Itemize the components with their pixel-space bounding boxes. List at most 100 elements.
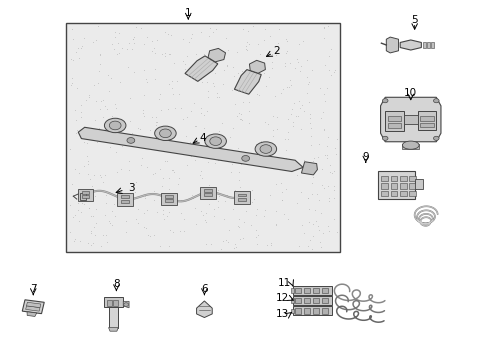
Point xyxy=(150,66,158,72)
Point xyxy=(267,65,275,71)
Point xyxy=(225,228,233,233)
Point xyxy=(160,216,168,222)
Point xyxy=(139,111,147,116)
Point xyxy=(305,111,313,117)
Bar xyxy=(238,194,245,197)
Ellipse shape xyxy=(127,138,135,143)
Bar xyxy=(295,298,301,303)
Bar xyxy=(390,183,397,189)
Polygon shape xyxy=(234,69,261,94)
Point xyxy=(165,227,173,233)
Point xyxy=(126,95,134,100)
Point xyxy=(151,170,159,176)
Point xyxy=(189,195,197,201)
Point xyxy=(88,184,96,189)
Polygon shape xyxy=(249,60,265,73)
Point xyxy=(307,191,315,197)
Point xyxy=(212,52,220,58)
Point xyxy=(84,171,92,177)
Point xyxy=(101,212,108,217)
Point xyxy=(168,167,176,173)
Point xyxy=(150,76,158,81)
Point xyxy=(207,241,215,247)
Point xyxy=(157,108,165,113)
Point xyxy=(208,80,216,86)
Point xyxy=(231,189,239,195)
Point xyxy=(296,105,304,111)
Point xyxy=(215,94,223,100)
Point xyxy=(235,236,243,242)
Point xyxy=(321,98,328,104)
Point xyxy=(140,41,147,47)
Point xyxy=(196,172,203,178)
Point xyxy=(256,152,264,157)
Point xyxy=(168,85,176,91)
Point xyxy=(308,233,316,239)
Point xyxy=(145,134,153,140)
Point xyxy=(251,74,259,80)
Point xyxy=(307,68,315,73)
Point xyxy=(266,240,274,246)
Bar xyxy=(103,297,123,307)
Polygon shape xyxy=(22,300,44,314)
Point xyxy=(126,190,134,196)
Point xyxy=(252,234,260,240)
Point xyxy=(238,117,245,122)
Point xyxy=(221,35,229,41)
Point xyxy=(214,128,222,134)
Point xyxy=(267,147,275,153)
Point xyxy=(238,68,245,74)
Bar xyxy=(293,306,331,315)
Bar xyxy=(321,298,327,303)
Point xyxy=(201,217,209,223)
Point xyxy=(146,234,154,239)
Point xyxy=(236,116,244,122)
Bar xyxy=(408,191,415,196)
Point xyxy=(297,189,305,195)
Ellipse shape xyxy=(402,141,418,149)
Text: 12: 12 xyxy=(275,293,288,303)
Point xyxy=(251,141,259,147)
Bar xyxy=(399,191,406,196)
Point xyxy=(329,195,337,201)
Point xyxy=(110,201,118,207)
Point xyxy=(161,50,168,55)
Point xyxy=(170,60,178,66)
Point xyxy=(276,180,284,186)
Point xyxy=(242,43,249,49)
Point xyxy=(143,164,151,170)
Point xyxy=(169,91,177,97)
Point xyxy=(115,30,122,36)
Text: 8: 8 xyxy=(113,279,120,289)
Point xyxy=(140,113,148,119)
Point xyxy=(253,62,261,67)
Point xyxy=(190,157,198,163)
Point xyxy=(85,94,93,100)
Point xyxy=(95,125,102,131)
Point xyxy=(87,126,95,132)
Point xyxy=(213,90,221,96)
Point xyxy=(176,228,183,234)
Point xyxy=(272,208,280,214)
Point xyxy=(284,129,291,135)
Point xyxy=(233,223,241,229)
Point xyxy=(72,131,80,136)
Point xyxy=(329,188,337,193)
Point xyxy=(78,43,86,49)
Point xyxy=(165,51,173,57)
Point xyxy=(283,39,291,44)
Point xyxy=(220,67,227,73)
Point xyxy=(80,163,87,169)
Point xyxy=(91,193,99,198)
Point xyxy=(331,151,339,157)
Point xyxy=(115,50,122,56)
Point xyxy=(69,57,77,63)
Point xyxy=(291,113,299,119)
Text: 13: 13 xyxy=(275,309,288,319)
Bar xyxy=(417,111,435,130)
Point xyxy=(323,155,330,161)
Point xyxy=(253,241,261,247)
Point xyxy=(149,172,157,177)
Point xyxy=(129,34,137,40)
Point xyxy=(202,211,209,216)
